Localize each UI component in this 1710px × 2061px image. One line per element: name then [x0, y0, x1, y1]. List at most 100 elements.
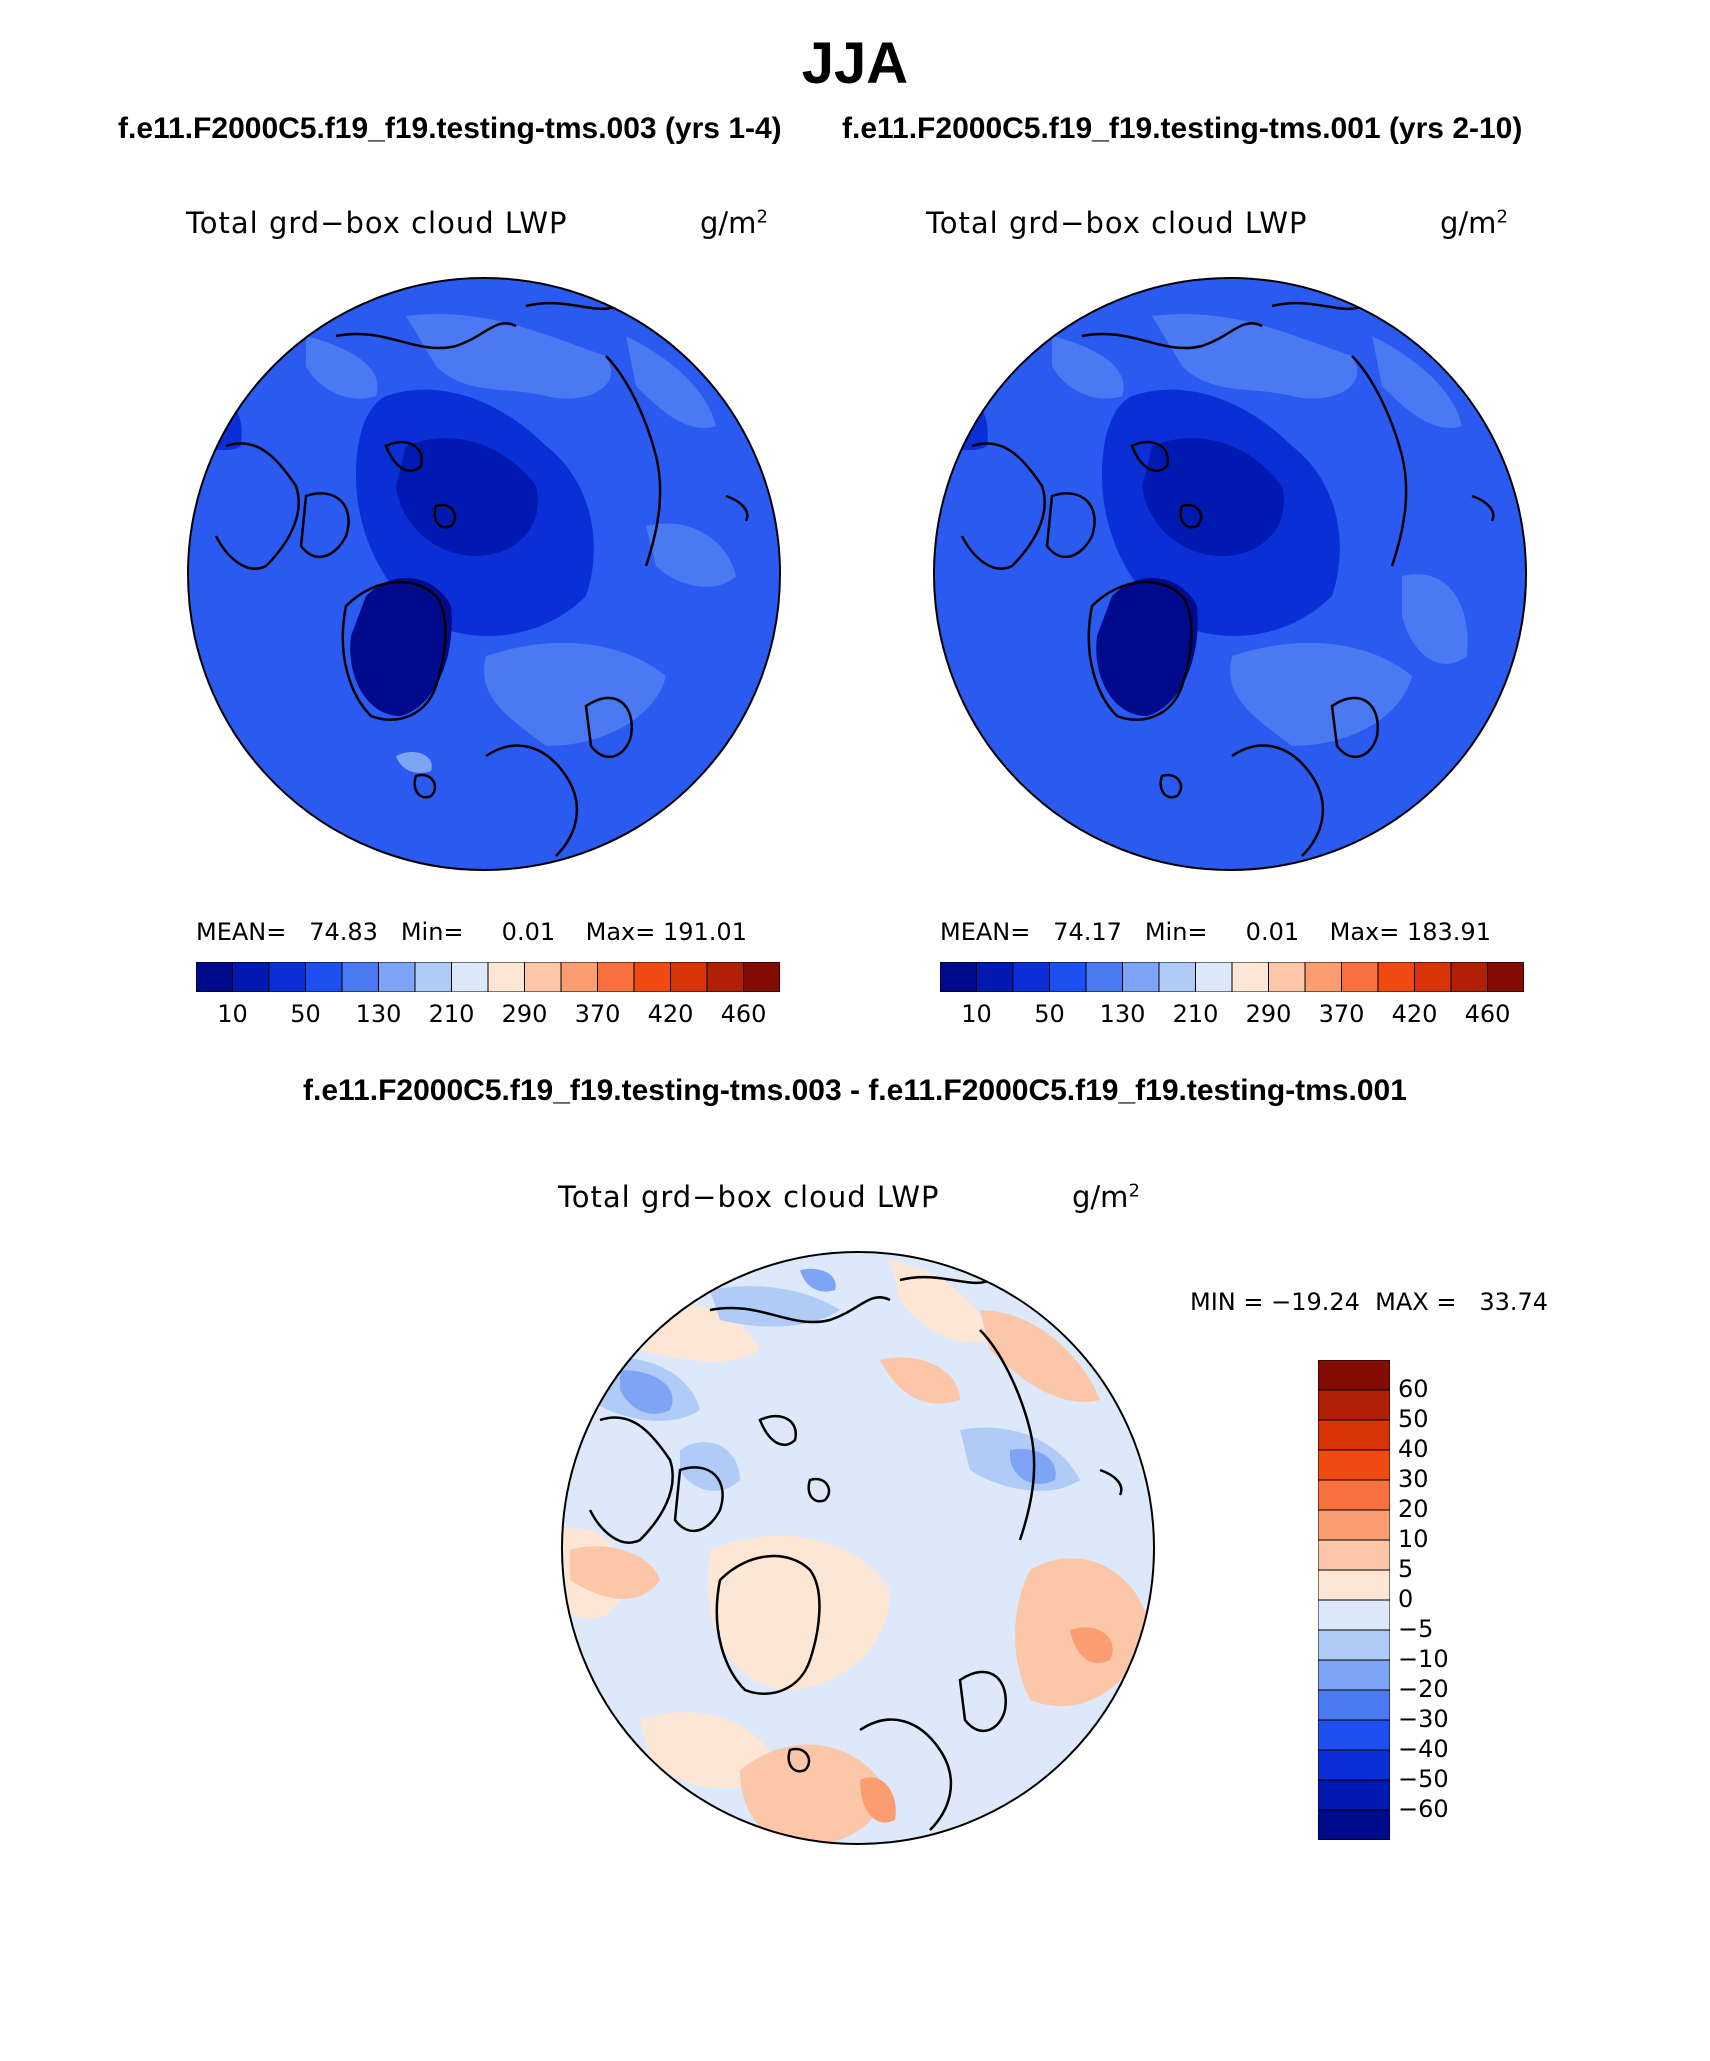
colorbar-swatch	[706, 962, 744, 992]
colorbar-swatch	[1049, 962, 1087, 992]
right-coastlines	[960, 301, 1495, 857]
left-colorbar	[196, 962, 780, 992]
diff-colorbar-swatch	[1318, 1629, 1390, 1661]
colorbar-swatch	[1487, 962, 1524, 992]
colorbar-tick-label: 370	[1318, 1000, 1365, 1028]
colorbar-tick-label: 420	[647, 1000, 694, 1028]
diff-colorbar-swatch	[1318, 1689, 1390, 1721]
colorbar-tick-label: 10	[217, 1000, 248, 1028]
colorbar-tick-label: 10	[961, 1000, 992, 1028]
colorbar-tick-label: 130	[1099, 1000, 1146, 1028]
colorbar-tick-label: 460	[1464, 1000, 1511, 1028]
diff-colorbar-tick-label: −20	[1398, 1675, 1449, 1703]
left-panel-field: Total grd−box cloud LWP	[186, 206, 568, 240]
colorbar-swatch	[414, 962, 452, 992]
diff-colorbar-tick-label: 50	[1398, 1405, 1429, 1433]
diff-colorbar-swatch	[1318, 1509, 1390, 1541]
colorbar-tick-label: 50	[290, 1000, 321, 1028]
diff-colorbar-swatch	[1318, 1539, 1390, 1571]
diff-colorbar-swatch	[1318, 1479, 1390, 1511]
colorbar-swatch	[1268, 962, 1306, 992]
colorbar-swatch	[524, 962, 562, 992]
colorbar-swatch	[341, 962, 379, 992]
right-units-base: g/m	[1440, 206, 1497, 240]
case-title-left: f.e11.F2000C5.f19_f19.testing-tms.003 (y…	[118, 112, 782, 145]
colorbar-swatch	[196, 962, 233, 992]
left-units-exp: 2	[756, 206, 768, 228]
diff-colorbar-swatch	[1318, 1719, 1390, 1751]
left-colorbar-labels: 10 50 130 210 290 370 420 460	[196, 1000, 780, 1030]
right-map-fill	[934, 278, 1526, 870]
diff-colorbar-swatch	[1318, 1659, 1390, 1691]
right-polar-map	[933, 277, 1527, 871]
diff-colorbar-tick-label: −50	[1398, 1765, 1449, 1793]
colorbar-swatch	[976, 962, 1014, 992]
colorbar-swatch	[268, 962, 306, 992]
diff-colorbar-swatch	[1318, 1449, 1390, 1481]
left-stats: MEAN= 74.83 Min= 0.01 Max= 191.01	[196, 918, 747, 946]
right-panel-field: Total grd−box cloud LWP	[926, 206, 1308, 240]
colorbar-swatch	[560, 962, 598, 992]
diff-colorbar-tick-label: 0	[1398, 1585, 1414, 1613]
diff-colorbar-swatch	[1318, 1360, 1390, 1391]
colorbar-swatch	[633, 962, 671, 992]
colorbar-tick-label: 130	[355, 1000, 402, 1028]
diff-colorbar	[1318, 1360, 1390, 1840]
colorbar-swatch	[1377, 962, 1415, 992]
diff-panel-field: Total grd−box cloud LWP	[558, 1180, 940, 1214]
colorbar-tick-label: 210	[1172, 1000, 1219, 1028]
diff-colorbar-tick-label: 60	[1398, 1375, 1429, 1403]
diff-colorbar-tick-label: −40	[1398, 1735, 1449, 1763]
diff-colorbar-tick-label: 10	[1398, 1525, 1429, 1553]
left-units-base: g/m	[700, 206, 757, 240]
diff-colorbar-tick-label: −30	[1398, 1705, 1449, 1733]
colorbar-tick-label: 420	[1391, 1000, 1438, 1028]
diff-colorbar-tick-label: 5	[1398, 1555, 1414, 1583]
colorbar-tick-label: 370	[574, 1000, 621, 1028]
colorbar-tick-label: 210	[428, 1000, 475, 1028]
right-colorbar	[940, 962, 1524, 992]
diff-colorbar-swatch	[1318, 1419, 1390, 1451]
diff-colorbar-tick-label: −10	[1398, 1645, 1449, 1673]
diff-colorbar-swatch	[1318, 1569, 1390, 1601]
colorbar-swatch	[743, 962, 780, 992]
left-polar-map	[187, 277, 781, 871]
colorbar-tick-label: 460	[720, 1000, 767, 1028]
case-title-right: f.e11.F2000C5.f19_f19.testing-tms.001 (y…	[842, 112, 1523, 145]
diff-colorbar-tick-label: 40	[1398, 1435, 1429, 1463]
colorbar-swatch	[1085, 962, 1123, 992]
colorbar-swatch	[670, 962, 708, 992]
colorbar-swatch	[1195, 962, 1233, 992]
diff-colorbar-swatch	[1318, 1389, 1390, 1421]
colorbar-swatch	[305, 962, 343, 992]
colorbar-swatch	[1304, 962, 1342, 992]
colorbar-swatch	[232, 962, 270, 992]
diff-colorbar-tick-label: −5	[1398, 1615, 1434, 1643]
left-map-border	[187, 277, 781, 871]
diff-panel-units: g/m2	[1072, 1180, 1140, 1214]
colorbar-tick-label: 290	[501, 1000, 548, 1028]
colorbar-swatch	[1450, 962, 1488, 992]
diff-polar-map	[561, 1251, 1155, 1845]
colorbar-swatch	[1414, 962, 1452, 992]
colorbar-swatch	[487, 962, 525, 992]
diff-minmax: MIN = −19.24 MAX = 33.74	[1190, 1288, 1549, 1316]
diff-units-exp: 2	[1128, 1180, 1140, 1202]
right-map-border	[933, 277, 1527, 871]
colorbar-swatch	[378, 962, 416, 992]
colorbar-swatch	[1012, 962, 1050, 992]
colorbar-swatch	[1231, 962, 1269, 992]
diff-colorbar-swatch	[1318, 1749, 1390, 1781]
diff-map-border	[561, 1251, 1155, 1845]
diff-colorbar-swatch	[1318, 1779, 1390, 1811]
colorbar-swatch	[597, 962, 635, 992]
right-panel-units: g/m2	[1440, 206, 1508, 240]
right-stats: MEAN= 74.17 Min= 0.01 Max= 183.91	[940, 918, 1491, 946]
left-panel-units: g/m2	[700, 206, 768, 240]
colorbar-swatch	[940, 962, 977, 992]
left-coastlines	[214, 301, 749, 857]
diff-map-fill	[562, 1252, 1154, 1844]
diff-units-base: g/m	[1072, 1180, 1129, 1214]
colorbar-swatch	[1158, 962, 1196, 992]
diff-colorbar-tick-label: −60	[1398, 1795, 1449, 1823]
